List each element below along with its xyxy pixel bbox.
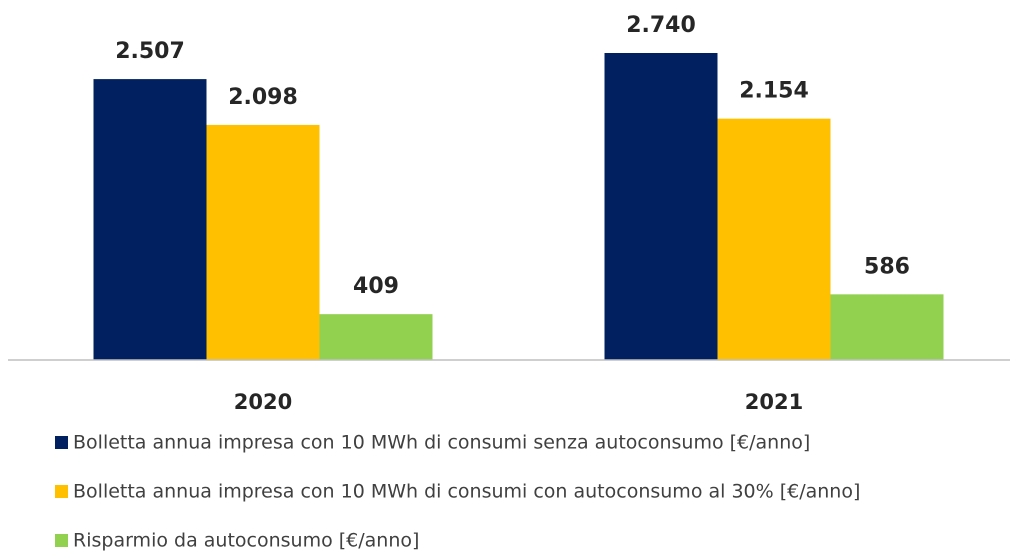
legend-label: Bolletta annua impresa con 10 MWh di con… [73, 481, 860, 503]
legend-label: Bolletta annua impresa con 10 MWh di con… [73, 432, 810, 454]
value-label: 586 [864, 254, 910, 279]
legend-label: Risparmio da autoconsumo [€/anno] [73, 530, 419, 552]
bar [319, 314, 433, 360]
bar [93, 79, 207, 360]
x-tick-label: 2020 [234, 390, 292, 414]
value-label: 2.098 [228, 85, 298, 110]
value-label: 2.507 [115, 39, 185, 64]
legend-swatch [55, 485, 68, 498]
legend-swatch [55, 534, 68, 547]
bar [206, 124, 320, 360]
bar [717, 118, 831, 361]
value-label: 2.154 [739, 79, 809, 104]
x-tick-label: 2021 [745, 390, 803, 414]
bar [604, 53, 718, 360]
legend-swatch [55, 436, 68, 449]
value-label: 2.740 [626, 13, 696, 38]
bar [830, 294, 944, 360]
value-label: 409 [353, 274, 399, 299]
